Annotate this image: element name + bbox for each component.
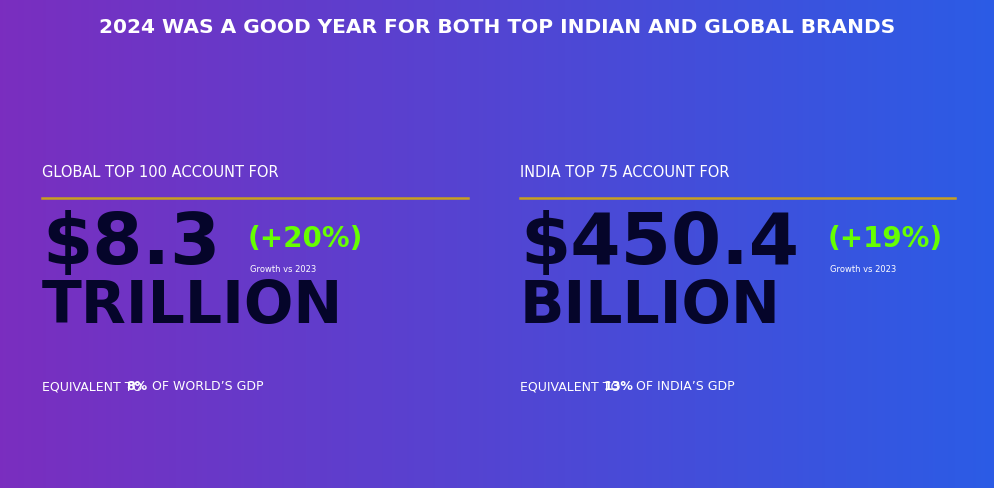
Text: 8%: 8% (126, 380, 147, 393)
Text: 13%: 13% (604, 380, 634, 393)
Text: Growth vs 2023: Growth vs 2023 (250, 265, 316, 274)
Text: EQUIVALENT TO: EQUIVALENT TO (42, 380, 146, 393)
Text: OF WORLD’S GDP: OF WORLD’S GDP (148, 380, 263, 393)
Text: OF INDIA’S GDP: OF INDIA’S GDP (632, 380, 735, 393)
Text: (+19%): (+19%) (828, 225, 943, 253)
Text: INDIA TOP 75 ACCOUNT FOR: INDIA TOP 75 ACCOUNT FOR (520, 165, 730, 180)
Text: EQUIVALENT TO: EQUIVALENT TO (520, 380, 624, 393)
Text: 2024 WAS A GOOD YEAR FOR BOTH TOP INDIAN AND GLOBAL BRANDS: 2024 WAS A GOOD YEAR FOR BOTH TOP INDIAN… (98, 18, 896, 37)
Text: (+20%): (+20%) (248, 225, 364, 253)
Text: $450.4: $450.4 (520, 210, 799, 279)
Text: GLOBAL TOP 100 ACCOUNT FOR: GLOBAL TOP 100 ACCOUNT FOR (42, 165, 278, 180)
Text: TRILLION: TRILLION (42, 278, 343, 335)
Text: $8.3: $8.3 (42, 210, 221, 279)
Text: Growth vs 2023: Growth vs 2023 (830, 265, 897, 274)
Text: BILLION: BILLION (520, 278, 781, 335)
